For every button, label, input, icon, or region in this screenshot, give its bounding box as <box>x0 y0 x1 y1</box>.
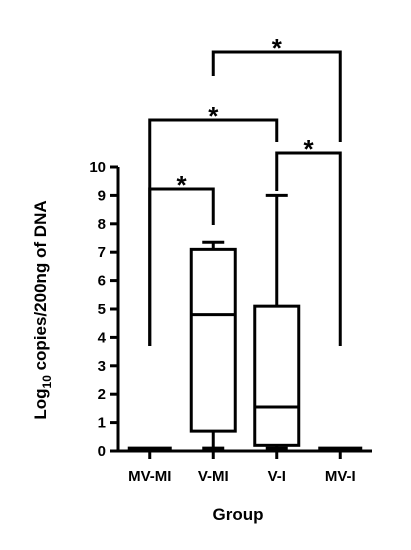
significance-star-V-I-MV-I: * <box>303 134 314 164</box>
significance-star-V-MI-MV-I: * <box>272 33 283 63</box>
y-tick-label-10: 10 <box>89 159 106 176</box>
box-rect-V-I <box>253 304 301 447</box>
y-tick-label-7: 7 <box>98 244 106 261</box>
x-tick-label-V-I: V-I <box>268 468 286 485</box>
y-tick-label-0: 0 <box>98 443 106 460</box>
y-axis-title: Log10 copies/200ng of DNA <box>31 200 54 419</box>
significance-star-MV-MI-V-MI: * <box>176 170 187 200</box>
y-tick-label-4: 4 <box>98 329 107 346</box>
significance-brackets: * * * * <box>148 33 342 346</box>
box-rect-V-MI <box>189 247 237 433</box>
x-tick-label-V-MI: V-MI <box>198 468 229 485</box>
bracket-V-MI-MV-I: * <box>211 33 342 142</box>
bracket-MV-MI-V-I: * <box>148 101 279 346</box>
y-axis: 0 1 2 3 4 5 6 7 8 9 10 <box>89 159 120 460</box>
y-axis-title-rest: copies/200ng of DNA <box>31 200 50 375</box>
bracket-line-V-MI-MV-I <box>211 50 342 142</box>
bracket-line-MV-MI-V-I <box>148 118 279 346</box>
y-tick-label-1: 1 <box>98 415 106 432</box>
y-axis-title-subscript: 10 <box>40 375 54 389</box>
box-V-I <box>253 193 301 450</box>
y-tick-label-6: 6 <box>98 273 106 290</box>
y-tick-label-9: 9 <box>98 187 106 204</box>
significance-star-MV-MI-V-I: * <box>208 101 219 131</box>
y-axis-title-main: Log <box>31 388 50 419</box>
bracket-line-V-I-MV-I <box>275 151 342 346</box>
x-tick-label-MV-I: MV-I <box>325 468 356 485</box>
box-V-MI <box>189 240 237 450</box>
bracket-MV-MI-V-MI: * <box>148 170 215 346</box>
y-tick-label-2: 2 <box>98 386 106 403</box>
y-tick-label-3: 3 <box>98 358 106 375</box>
y-tick-label-5: 5 <box>98 301 106 318</box>
bracket-line-MV-MI-V-MI <box>148 187 215 346</box>
x-axis: MV-MI V-MI V-I MV-I <box>118 449 372 485</box>
y-tick-label-8: 8 <box>98 216 106 233</box>
boxes <box>127 193 363 450</box>
bracket-V-I-MV-I: * <box>275 134 342 346</box>
x-axis-title: Group <box>213 505 264 524</box>
x-tick-label-MV-MI: MV-MI <box>128 468 171 485</box>
